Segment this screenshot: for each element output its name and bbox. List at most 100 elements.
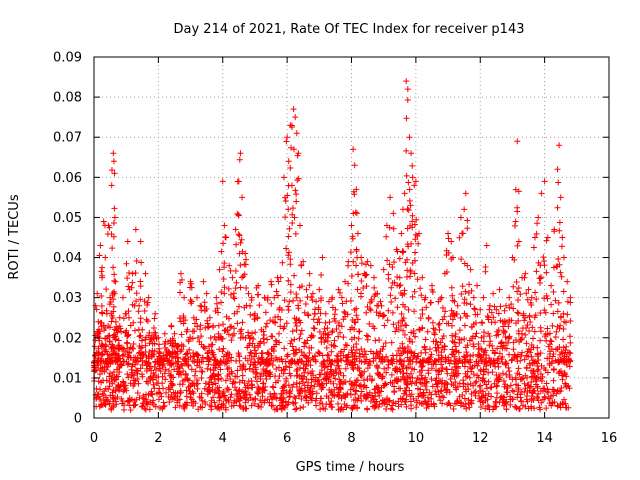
data-point	[205, 323, 212, 330]
data-point	[476, 383, 483, 390]
data-point-peak	[377, 298, 384, 305]
data-point	[391, 389, 398, 396]
data-point	[286, 364, 293, 371]
data-point	[111, 277, 118, 284]
data-point	[334, 391, 341, 398]
data-point	[443, 387, 450, 394]
data-point	[107, 324, 113, 331]
data-point	[429, 288, 436, 295]
data-point	[433, 375, 440, 382]
data-point-peak	[477, 306, 484, 313]
data-point	[215, 322, 222, 329]
data-point	[351, 358, 358, 365]
data-point	[290, 381, 297, 388]
data-point	[287, 289, 294, 296]
data-point	[117, 361, 124, 368]
data-point	[293, 294, 300, 301]
data-point	[317, 310, 324, 317]
data-point	[482, 366, 489, 373]
data-point	[195, 406, 202, 413]
data-point	[239, 274, 246, 281]
data-point	[486, 355, 493, 362]
data-point	[156, 350, 163, 357]
data-point	[371, 325, 378, 332]
data-point	[224, 366, 231, 373]
data-point	[412, 249, 419, 256]
data-point	[254, 315, 261, 322]
data-point	[515, 285, 522, 292]
data-point	[302, 300, 309, 307]
data-point	[373, 309, 380, 316]
data-point	[398, 310, 405, 317]
data-point	[202, 380, 209, 387]
data-point	[167, 378, 174, 385]
data-point-peak	[222, 234, 229, 241]
data-point	[356, 350, 363, 357]
data-point	[185, 362, 192, 369]
data-point	[145, 332, 152, 339]
data-point	[462, 288, 469, 295]
data-point-peak	[108, 182, 115, 189]
data-point	[460, 353, 467, 360]
data-point-peak	[206, 314, 213, 321]
data-point	[412, 236, 419, 243]
data-point	[506, 304, 513, 311]
data-point	[550, 386, 557, 393]
data-point	[283, 320, 290, 327]
data-point	[309, 333, 316, 340]
y-tick-label: 0.04	[53, 251, 82, 266]
data-point	[166, 349, 173, 356]
data-point	[231, 384, 238, 391]
data-point	[356, 328, 363, 335]
data-point	[152, 403, 159, 410]
data-point	[236, 379, 243, 386]
data-point	[422, 398, 429, 405]
data-point	[290, 146, 297, 153]
data-point	[534, 344, 541, 351]
data-point	[397, 281, 404, 288]
data-point	[260, 358, 267, 365]
data-point	[240, 404, 247, 411]
data-point	[235, 231, 242, 238]
data-point	[322, 330, 329, 337]
data-point	[411, 288, 418, 295]
data-point	[225, 397, 232, 404]
data-point-peak	[248, 294, 255, 301]
data-point	[398, 401, 405, 408]
data-point	[431, 357, 438, 364]
data-point	[212, 380, 219, 387]
data-point	[509, 387, 516, 394]
data-point	[175, 358, 182, 365]
data-point	[492, 399, 499, 406]
data-point	[546, 400, 553, 407]
data-point	[460, 380, 467, 387]
data-point	[338, 323, 345, 330]
data-point	[260, 335, 267, 342]
data-point	[507, 393, 514, 400]
data-point	[357, 392, 364, 399]
data-point	[285, 277, 292, 284]
data-point	[306, 389, 313, 396]
data-point	[265, 370, 272, 377]
data-point	[183, 387, 190, 394]
data-point	[474, 311, 481, 318]
data-point	[440, 332, 447, 339]
data-point	[139, 373, 146, 380]
data-point	[216, 389, 223, 396]
data-point	[189, 335, 196, 342]
data-point	[533, 296, 540, 303]
x-tick-label: 10	[408, 431, 425, 446]
data-point-peak	[100, 218, 107, 225]
data-point	[141, 298, 148, 305]
data-point	[379, 346, 386, 353]
data-point	[144, 365, 151, 372]
data-point	[414, 276, 421, 283]
data-point	[133, 290, 140, 297]
data-point	[161, 370, 168, 377]
data-point-peak	[111, 170, 118, 177]
data-point-peak	[496, 286, 503, 293]
data-point	[345, 351, 352, 358]
data-point-peak	[535, 214, 542, 221]
data-point	[140, 392, 147, 399]
data-point	[364, 392, 371, 399]
